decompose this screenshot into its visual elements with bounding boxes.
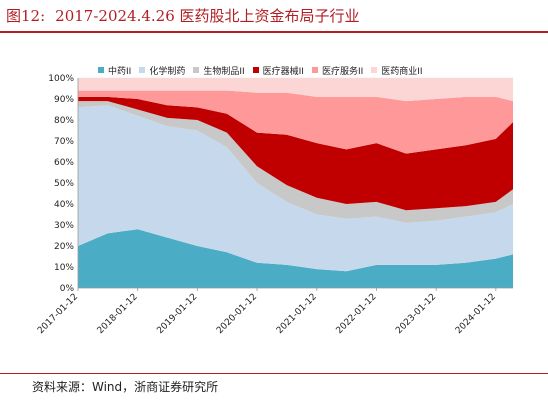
legend-swatch <box>311 67 318 73</box>
figure-number: 图12: <box>6 7 46 25</box>
y-tick-label: 40% <box>54 200 74 210</box>
series-area <box>78 105 513 272</box>
title-divider <box>0 31 548 33</box>
x-tick-label: 2023-01-12 <box>394 292 438 336</box>
legend-label: 化学制药 <box>149 66 186 77</box>
y-tick-label: 0% <box>60 284 75 294</box>
x-tick-label: 2019-01-12 <box>155 292 199 336</box>
legend-item: 中药II <box>98 64 131 77</box>
x-tick-label: 2018-01-12 <box>96 292 140 336</box>
legend-label: 医疗服务II <box>321 66 364 77</box>
chart-legend: 中药II 化学制药 生物制品II 医疗器械II 医疗服务II 医药商业II <box>98 63 431 77</box>
x-tick-label: 2021-01-12 <box>275 292 319 336</box>
footer-divider <box>0 373 548 374</box>
x-axis-ticks: 2017-01-12 2018-01-12 2019-01-12 2020-01-12… <box>36 288 498 336</box>
legend-swatch <box>371 67 378 73</box>
x-tick-label: 2017-01-12 <box>36 292 80 336</box>
legend-label: 中药II <box>108 66 132 77</box>
legend-swatch <box>193 67 200 73</box>
y-tick-label: 100% <box>48 74 74 84</box>
series-area <box>78 90 513 154</box>
y-tick-label: 90% <box>54 95 74 105</box>
figure-title: 图12: 2017-2024.4.26 医药股北上资金布局子行业 <box>6 4 360 28</box>
y-axis-ticks: 0% 10% 20% 30% 40% 50% 60% 70% 80% 90% 100% <box>48 74 74 294</box>
series-area <box>78 96 513 211</box>
y-tick-label: 10% <box>54 263 74 273</box>
y-tick-label: 60% <box>54 158 74 168</box>
x-tick-label: 2022-01-12 <box>335 292 379 336</box>
y-tick-label: 30% <box>54 221 74 231</box>
legend-item: 医疗器械II <box>252 64 304 77</box>
x-tick-label: 2024-01-12 <box>454 292 498 336</box>
figure-title-text: 2017-2024.4.26 医药股北上资金布局子行业 <box>55 7 360 25</box>
legend-swatch <box>252 67 259 73</box>
stacked-area-chart: 0% 10% 20% 30% 40% 50% 60% 70% 80% 90% 100% 2017-0… <box>36 74 513 336</box>
y-tick-label: 50% <box>54 179 74 189</box>
legend-item: 医疗服务II <box>311 64 364 77</box>
chart-areas <box>78 78 513 288</box>
legend-swatch <box>139 67 146 73</box>
chart-axes <box>77 78 513 289</box>
source-note: 资料来源：Wind，浙商证券研究所 <box>32 380 219 394</box>
legend-swatch <box>98 67 104 73</box>
series-area <box>78 78 513 102</box>
x-tick-label: 2020-01-12 <box>215 292 259 336</box>
legend-item: 医药商业II <box>371 64 423 77</box>
legend-item: 生物制品II <box>193 64 245 77</box>
y-tick-label: 80% <box>54 116 74 126</box>
y-tick-label: 20% <box>54 242 74 252</box>
series-area <box>78 229 513 288</box>
series-area <box>78 101 513 223</box>
y-tick-label: 70% <box>54 137 74 147</box>
legend-item: 化学制药 <box>139 64 185 77</box>
legend-label: 医药商业II <box>381 66 423 77</box>
legend-label: 医疗器械II <box>262 66 304 77</box>
legend-label: 生物制品II <box>203 66 245 77</box>
